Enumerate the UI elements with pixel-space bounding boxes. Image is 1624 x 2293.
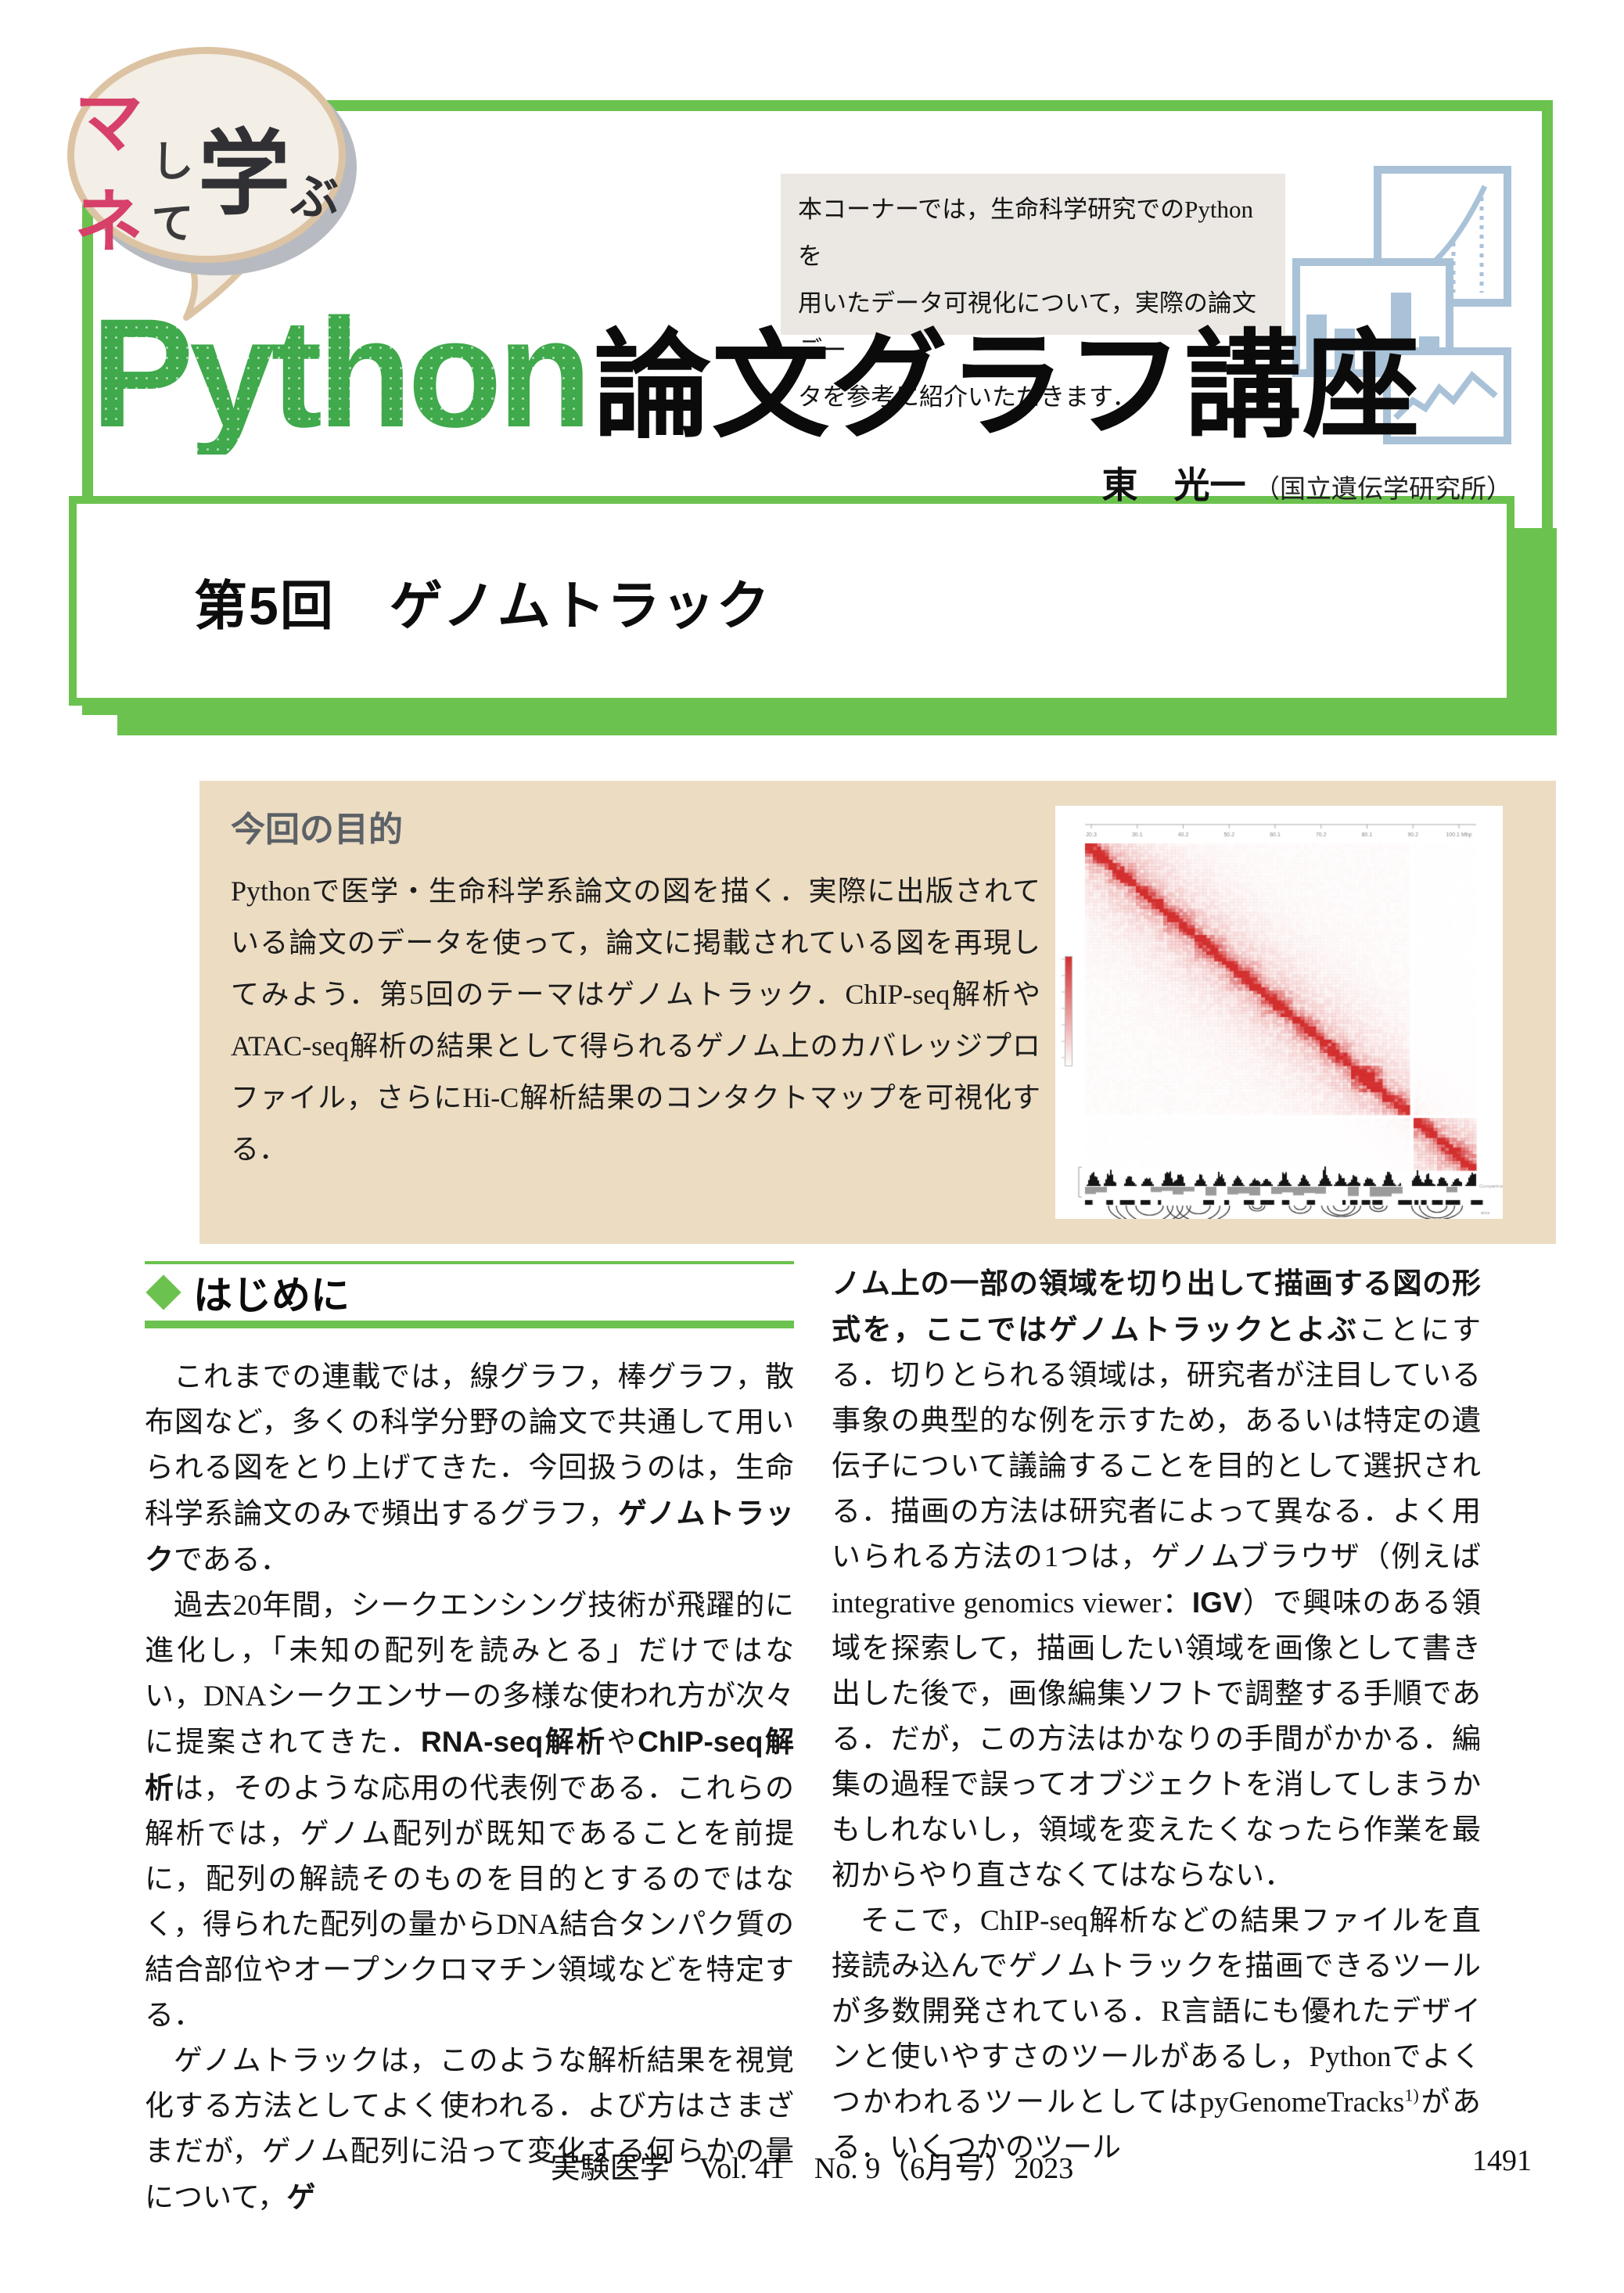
column-left: はじめに これまでの連載では，線グラフ，棒グラフ，散布図など，多くの科学分野の論… xyxy=(145,1261,794,2221)
diamond-icon xyxy=(146,1274,181,1310)
author-name: 東 光一 xyxy=(1101,465,1246,505)
chart-icons xyxy=(1292,161,1519,451)
left-column-text: これまでの連載では，線グラフ，棒グラフ，散布図など，多くの科学分野の論文で共通し… xyxy=(145,1361,795,2214)
hic-canvas xyxy=(1055,806,1503,1219)
right-column-text: ノム上の一部の領域を切り出して描画する図の形式を，ここではゲノムトラックとよぶこ… xyxy=(832,1267,1482,2164)
logo-text-manabu: 学 xyxy=(197,122,290,226)
section-heading-hajimeni: はじめに xyxy=(145,1261,794,1328)
author-line: 東 光一 （国立遺伝学研究所） xyxy=(782,457,1512,509)
zigzag-chart-icon xyxy=(1383,347,1511,444)
purpose-box: 今回の目的 Pythonで医学・生命科学系論文の図を描く．実際に出版されている論… xyxy=(199,781,1556,1244)
logo-text-mane: マネ xyxy=(74,84,144,261)
series-title: Python 論文グラフ講座 xyxy=(91,291,1421,461)
purpose-body: Pythonで医学・生命科学系論文の図を描く．実際に出版されている論文のデータを… xyxy=(231,875,1040,1165)
page-footer: 実験医学 Vol. 41 No. 9（6月号）2023 1491 xyxy=(0,2144,1624,2187)
series-title-jp: 論文グラフ講座 xyxy=(593,320,1421,451)
page-number: 1491 xyxy=(1472,2144,1532,2177)
logo-text-bu: ぶ xyxy=(289,171,339,225)
author-affiliation: （国立遺伝学研究所） xyxy=(1254,474,1512,503)
logo-text-shite: して xyxy=(151,138,194,247)
speech-bubble-tail-icon xyxy=(181,249,258,321)
hic-contact-map-figure xyxy=(1055,806,1503,1219)
section-heading-text: はじめに xyxy=(193,1274,350,1317)
purpose-heading: 今回の目的 xyxy=(231,810,403,849)
episode-title-box: 第5回 ゲノムトラック xyxy=(69,496,1514,706)
series-note: 本コーナーでは，生命科学研究でのPythonを 用いたデータ可視化について，実際の… xyxy=(781,174,1285,411)
column-right: ノム上の一部の領域を切り出して描画する図の形式を，ここではゲノムトラックとよぶこ… xyxy=(832,1261,1481,2171)
series-title-python: Python xyxy=(91,286,592,459)
series-logo-bubble: マネ して 学 ぶ xyxy=(67,47,346,263)
journal-citation: 実験医学 Vol. 41 No. 9（6月号）2023 xyxy=(550,2152,1074,2185)
episode-title: 第5回 ゲノムトラック xyxy=(194,576,771,636)
